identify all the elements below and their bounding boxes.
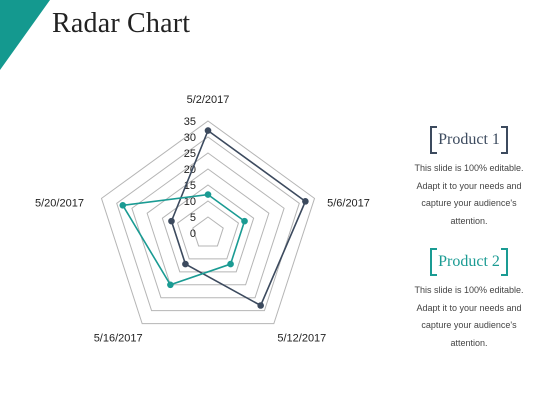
category-label-1: 5/2/2017 <box>187 94 230 106</box>
legend-product-2: Product 2 This slide is 100% editable. A… <box>408 248 530 352</box>
radar-chart: 051015202530355/2/20175/6/20175/12/20175… <box>35 94 370 345</box>
grid-ring-35 <box>100 120 316 325</box>
series-2-point-3 <box>227 260 234 268</box>
category-label-3: 5/12/2017 <box>277 333 326 345</box>
legend-label-product-1: Product 1 <box>430 126 508 154</box>
tick-label-0: 0 <box>190 228 196 240</box>
page-title: Radar Chart <box>52 8 191 39</box>
legend-product-1: Product 1 This slide is 100% editable. A… <box>408 126 530 230</box>
series-2-point-1 <box>204 191 212 198</box>
series-1-point-1 <box>204 127 212 134</box>
category-label-4: 5/16/2017 <box>94 333 143 345</box>
grid-ring-5 <box>192 216 224 247</box>
corner-accent <box>0 0 50 70</box>
tick-label-25: 25 <box>184 148 196 160</box>
series-2-point-5 <box>119 202 127 209</box>
series-1-point-3 <box>257 302 264 309</box>
tick-label-10: 10 <box>184 196 196 208</box>
legend-text-product-2: This slide is 100% editable. Adapt it to… <box>414 285 524 348</box>
series-1-point-5 <box>168 217 175 225</box>
series-line-1 <box>170 129 307 307</box>
series-1-point-2 <box>302 198 309 205</box>
series-line-2 <box>121 193 246 286</box>
category-label-2: 5/6/2017 <box>327 197 370 209</box>
grid-ring-25 <box>131 152 285 299</box>
grid-ring-20 <box>146 168 270 286</box>
series-1-point-4 <box>182 260 189 268</box>
tick-label-5: 5 <box>190 212 196 224</box>
series-2-point-4 <box>167 281 174 289</box>
grid-ring-30 <box>116 136 300 312</box>
legend-label-product-2: Product 2 <box>430 248 508 276</box>
series-2-point-2 <box>241 217 248 225</box>
tick-label-35: 35 <box>184 116 196 128</box>
tick-label-30: 30 <box>184 132 196 144</box>
category-label-5: 5/20/2017 <box>35 197 84 209</box>
legend-text-product-1: This slide is 100% editable. Adapt it to… <box>414 163 524 226</box>
grid-ring-10 <box>176 200 240 260</box>
